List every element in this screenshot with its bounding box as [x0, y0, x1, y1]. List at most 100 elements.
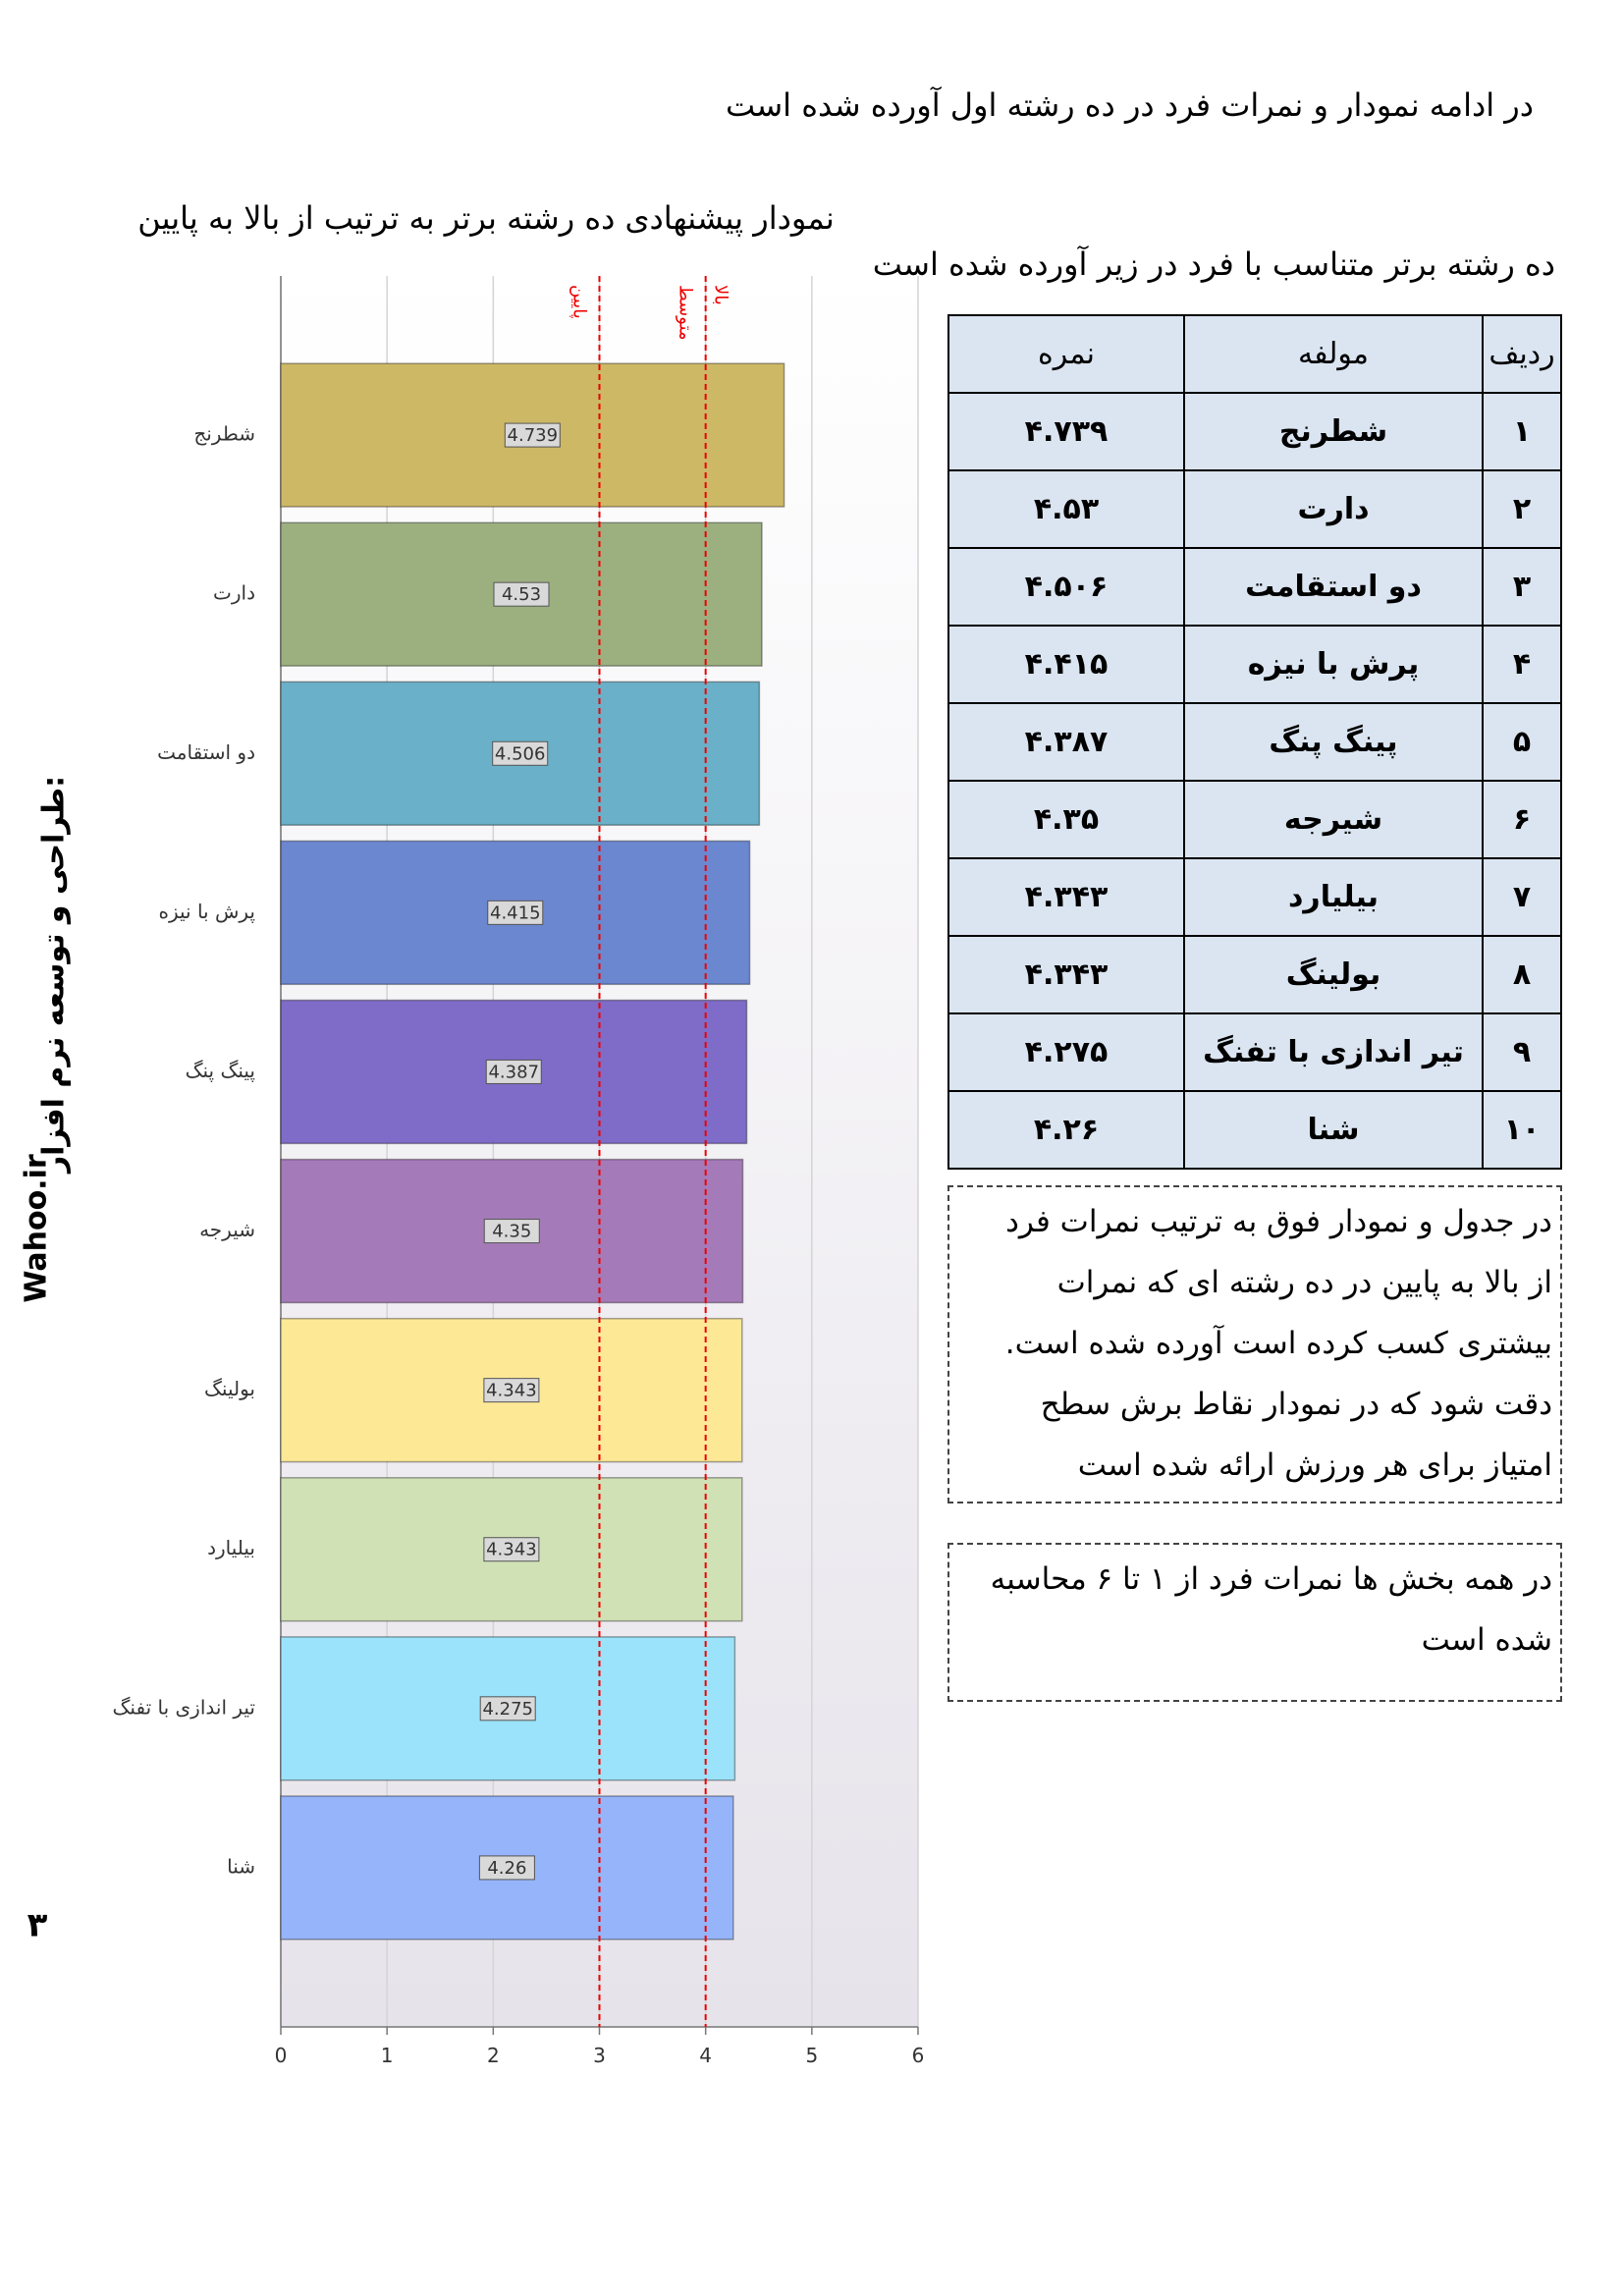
data-label: 4.275	[482, 1699, 533, 1720]
y-tick-label: پرش با نیزه	[158, 900, 255, 924]
table-cell: ۴	[1482, 625, 1562, 704]
table-cell: ۴.۵۳	[947, 469, 1185, 549]
data-label: 4.343	[486, 1540, 537, 1560]
table-row: ۳ دو استقامت ۴.۵۰۶	[947, 547, 1562, 627]
table-cell: ۵	[1482, 702, 1562, 782]
table-row: ۷ بیلیارد ۴.۳۴۳	[947, 857, 1562, 937]
table-caption: ده رشته برتر متناسب با فرد در زیر آورده …	[872, 246, 1555, 283]
header-cell: نمره	[947, 314, 1185, 394]
table-row: ۹ تیر اندازی با تفنگ ۴.۲۷۵	[947, 1012, 1562, 1092]
table-row: ۵ پینگ پنگ ۴.۳۸۷	[947, 702, 1562, 782]
y-tick-label: بولینگ	[204, 1377, 255, 1400]
table-cell: پینگ پنگ	[1183, 702, 1484, 782]
table-row: ۸ بولینگ ۴.۳۴۳	[947, 935, 1562, 1014]
note-line: در همه بخش ها نمرات فرد از ۱ تا ۶ محاسبه	[990, 1561, 1552, 1597]
reference-label: پایین	[569, 285, 590, 319]
y-tick-label: دارت	[213, 581, 255, 605]
table-row: ۴ پرش با نیزه ۴.۴۱۵	[947, 625, 1562, 704]
table-cell: بیلیارد	[1183, 857, 1484, 937]
table-cell: ۱	[1482, 392, 1562, 471]
table-cell: ۴.۳۵	[947, 780, 1185, 859]
note-line: شده است	[1421, 1622, 1552, 1658]
label-box	[478, 1855, 535, 1881]
reference-label: متوسط	[676, 285, 696, 341]
page-title: در ادامه نمودار و نمرات فرد در ده رشته ا…	[725, 86, 1534, 124]
table-cell: ۲	[1482, 469, 1562, 549]
label-box	[483, 1378, 540, 1403]
table-cell: شطرنج	[1183, 392, 1484, 471]
x-tick-label: 5	[805, 2044, 818, 2067]
table-cell: ۴.۳۴۳	[947, 857, 1185, 937]
note-line: امتیاز برای هر ورزش ارائه شده است	[1077, 1448, 1552, 1483]
table-cell: شنا	[1183, 1090, 1484, 1170]
data-label: 4.506	[495, 743, 546, 764]
y-tick-label: شطرنج	[193, 422, 255, 446]
note-line: بیشتری کسب کرده است آورده شده است.	[1004, 1326, 1552, 1361]
table-cell: ۸	[1482, 935, 1562, 1014]
table-cell: ۴.۴۱۵	[947, 625, 1185, 704]
data-label: 4.35	[492, 1222, 531, 1242]
y-tick-label: دو استقامت	[157, 740, 255, 764]
page-number: ۳	[27, 1906, 48, 1945]
note-line: دقت شود که در نمودار نقاط برش سطح	[1040, 1387, 1552, 1422]
header-cell: ردیف	[1482, 314, 1562, 394]
table-cell: ۷	[1482, 857, 1562, 937]
label-box	[479, 1696, 536, 1722]
table-cell: ۴.۲۶	[947, 1090, 1185, 1170]
label-box	[483, 1537, 540, 1562]
x-tick-label: 0	[275, 2044, 288, 2067]
note-box: در جدول و نمودار فوق به ترتیب نمرات فرد ا…	[947, 1185, 1562, 1503]
data-label: 4.26	[487, 1858, 526, 1879]
y-tick-label: تیر اندازی با تفنگ	[113, 1695, 255, 1719]
score-table: ردیف مولفه نمره ۱ شطرنج ۴.۷۳۹ ۲ دارت ۴.۵۳ ۳ دو است…	[947, 314, 1562, 1170]
reference-label: بالا	[711, 285, 731, 305]
table-row: ۱ شطرنج ۴.۷۳۹	[947, 392, 1562, 471]
table-cell: ۴.۳۴۳	[947, 935, 1185, 1014]
chart-title: نمودار پیشنهادی ده رشته برتر به ترتیب از…	[137, 199, 835, 237]
y-tick-label: شیرجه	[199, 1218, 255, 1241]
table-cell: ۶	[1482, 780, 1562, 859]
table-cell: ۱۰	[1482, 1090, 1562, 1170]
y-tick-label: شنا	[227, 1854, 255, 1878]
table-header-row: ردیف مولفه نمره	[947, 314, 1562, 394]
x-tick-label: 3	[593, 2044, 606, 2067]
label-box	[493, 581, 550, 607]
header-cell: مولفه	[1183, 314, 1484, 394]
note-box: در همه بخش ها نمرات فرد از ۱ تا ۶ محاسبه…	[947, 1543, 1562, 1702]
label-box	[487, 900, 544, 925]
label-box	[485, 1059, 542, 1084]
table-cell: ۴.۵۰۶	[947, 547, 1185, 627]
note-line: از بالا به پایین در ده رشته ای که نمرات	[1056, 1265, 1552, 1300]
table-row: ۲ دارت ۴.۵۳	[947, 469, 1562, 549]
sidebar-credit: طراحی و توسعه نرم افزار:	[37, 776, 72, 1175]
data-label: 4.739	[508, 425, 559, 446]
label-box	[483, 1219, 540, 1244]
data-label: 4.53	[502, 584, 541, 605]
data-label: 4.343	[486, 1381, 537, 1401]
table-row: ۶ شیرجه ۴.۳۵	[947, 780, 1562, 859]
table-cell: بولینگ	[1183, 935, 1484, 1014]
table-cell: ۴.۷۳۹	[947, 392, 1185, 471]
x-tick-label: 2	[487, 2044, 500, 2067]
table-cell: ۴.۲۷۵	[947, 1012, 1185, 1092]
table-cell: ۹	[1482, 1012, 1562, 1092]
x-tick-label: 6	[912, 2044, 925, 2067]
table-cell: تیر اندازی با تفنگ	[1183, 1012, 1484, 1092]
note-line: در جدول و نمودار فوق به ترتیب نمرات فرد	[1005, 1204, 1552, 1239]
y-tick-label: بیلیارد	[207, 1536, 255, 1559]
table-cell: دارت	[1183, 469, 1484, 549]
sidebar-site: Wahoo.ir	[20, 1154, 54, 1303]
table-cell: شیرجه	[1183, 780, 1484, 859]
table-cell: ۳	[1482, 547, 1562, 627]
data-label: 4.387	[488, 1062, 539, 1082]
table-cell: ۴.۳۸۷	[947, 702, 1185, 782]
data-label: 4.415	[490, 902, 541, 923]
y-tick-label: پینگ پنگ	[186, 1059, 255, 1083]
table-cell: پرش با نیزه	[1183, 625, 1484, 704]
label-box	[504, 422, 561, 448]
x-tick-label: 1	[381, 2044, 394, 2067]
table-row: ۱۰ شنا ۴.۲۶	[947, 1090, 1562, 1170]
x-tick-label: 4	[699, 2044, 712, 2067]
